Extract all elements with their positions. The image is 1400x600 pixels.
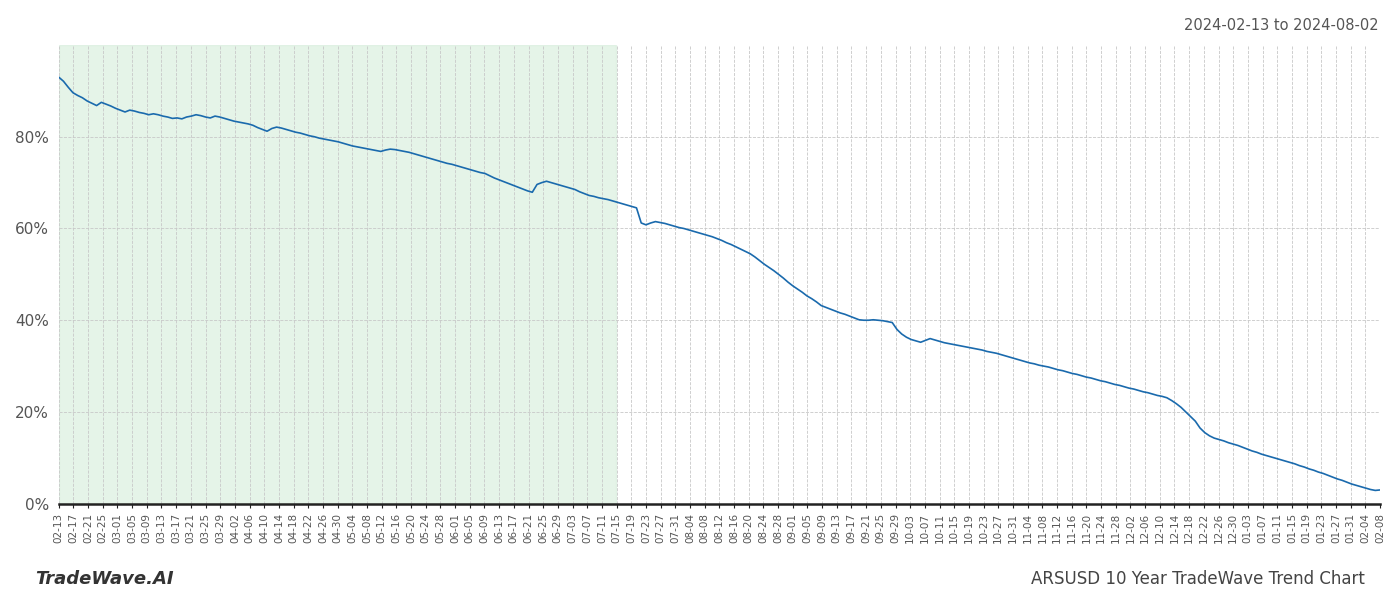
Text: TradeWave.AI: TradeWave.AI xyxy=(35,570,174,588)
Bar xyxy=(59,45,616,504)
Text: ARSUSD 10 Year TradeWave Trend Chart: ARSUSD 10 Year TradeWave Trend Chart xyxy=(1032,570,1365,588)
Text: 2024-02-13 to 2024-08-02: 2024-02-13 to 2024-08-02 xyxy=(1184,18,1379,33)
